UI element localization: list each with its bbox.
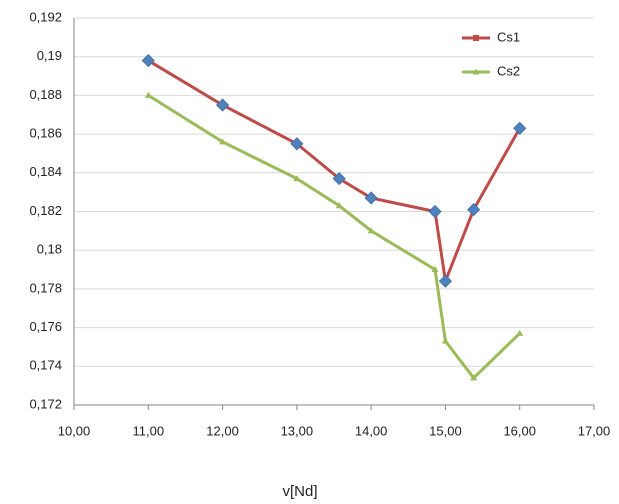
series-line: [147, 59, 522, 283]
y-tick-label: 0,184: [29, 164, 62, 179]
y-tick-label: 0,174: [29, 358, 62, 373]
legend-marker: [473, 35, 479, 41]
data-point: [141, 54, 155, 68]
data-point: [293, 175, 301, 182]
data-point: [441, 337, 449, 344]
data-point: [367, 227, 375, 234]
y-tick-label: 0,182: [29, 203, 62, 218]
x-tick-label: 11,00: [132, 423, 164, 438]
y-tick-label: 0,192: [29, 9, 62, 24]
data-point: [144, 91, 152, 98]
y-tick-label: 0,172: [29, 396, 62, 411]
data-point: [516, 329, 524, 336]
x-tick-label: 17,00: [578, 423, 611, 438]
data-point: [470, 374, 478, 381]
x-tick-label: 13,00: [281, 423, 314, 438]
y-tick-label: 0,186: [29, 126, 62, 141]
x-tick-label: 16,00: [503, 423, 536, 438]
data-point: [335, 202, 343, 209]
x-tick-label: 10,00: [58, 423, 91, 438]
legend-label: Cs2: [497, 63, 520, 78]
data-point: [219, 138, 227, 145]
legend-marker: [472, 68, 480, 75]
x-tick-label: 14,00: [355, 423, 388, 438]
y-tick-label: 0,188: [29, 87, 62, 102]
data-point: [467, 202, 481, 217]
data-point: [332, 172, 346, 186]
y-tick-label: 0,18: [37, 242, 62, 257]
data-point: [428, 204, 442, 219]
x-tick-label: 12,00: [206, 423, 239, 438]
x-axis-label: v[Nd]: [282, 483, 317, 500]
data-point: [216, 98, 230, 112]
y-tick-label: 0,178: [29, 280, 62, 295]
y-tick-label: 0,176: [29, 319, 62, 334]
data-point: [438, 274, 452, 288]
y-tick-label: 0,19: [37, 48, 62, 63]
data-point: [513, 121, 527, 135]
x-tick-label: 15,00: [429, 423, 462, 438]
legend-label: Cs1: [497, 29, 520, 44]
data-point: [431, 266, 439, 273]
data-point: [290, 137, 304, 151]
data-point: [364, 191, 378, 205]
